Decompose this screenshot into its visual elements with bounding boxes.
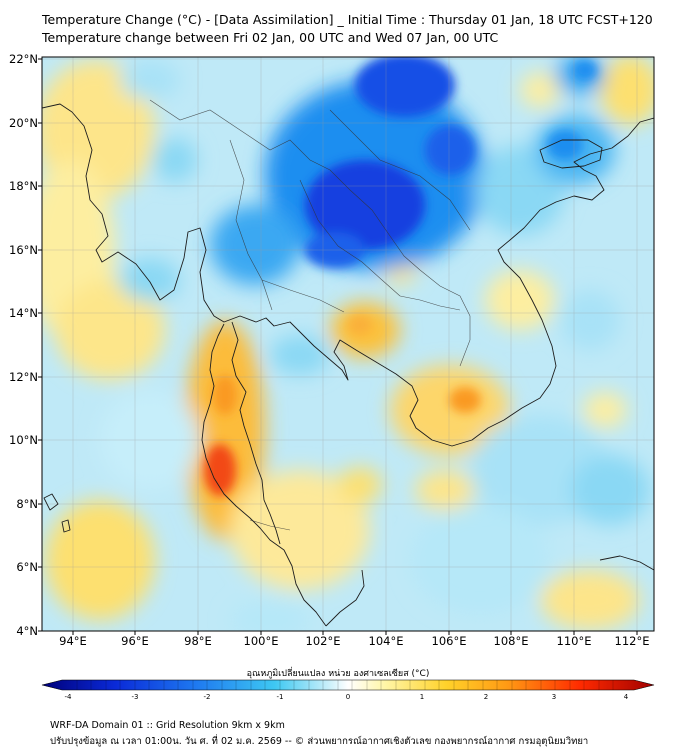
colorbar-tick: -4 bbox=[64, 693, 72, 701]
axis-ticks bbox=[38, 58, 638, 635]
lon-label: 94°E bbox=[59, 634, 87, 648]
lat-label: 14°N bbox=[9, 306, 38, 320]
lat-label: 16°N bbox=[9, 243, 38, 257]
lat-label: 20°N bbox=[9, 116, 38, 130]
lat-label: 8°N bbox=[16, 497, 38, 511]
temperature-field bbox=[42, 57, 654, 631]
colorbar bbox=[41, 679, 655, 691]
colorbar-title: อุณหภูมิเปลี่ยนแปลง หน่วย องศาเซลเซียส (… bbox=[246, 669, 430, 679]
lon-label: 102°E bbox=[305, 634, 341, 648]
model-info: WRF-DA Domain 01 :: Grid Resolution 9km … bbox=[50, 720, 285, 731]
lat-label: 12°N bbox=[9, 370, 38, 384]
lon-label: 96°E bbox=[121, 634, 149, 648]
lon-label: 110°E bbox=[556, 634, 592, 648]
lat-label: 4°N bbox=[16, 624, 38, 638]
lon-label: 106°E bbox=[431, 634, 467, 648]
update-credit: ปรับปรุงข้อมูล ณ เวลา 01:00น. วัน ศ. ที่… bbox=[50, 736, 589, 747]
colorbar-tick: -2 bbox=[203, 693, 211, 701]
colorbar-tick: 2 bbox=[483, 693, 489, 701]
colorbar-tick: 0 bbox=[345, 693, 351, 701]
lat-label: 10°N bbox=[9, 433, 38, 447]
colorbar-tick: 1 bbox=[419, 693, 425, 701]
admin-borders bbox=[149, 99, 471, 531]
lon-label: 104°E bbox=[368, 634, 404, 648]
chart-title: Temperature Change (°C) - [Data Assimila… bbox=[42, 12, 653, 27]
colorbar-tick: 4 bbox=[623, 693, 629, 701]
lon-label: 108°E bbox=[493, 634, 529, 648]
lon-label: 100°E bbox=[243, 634, 279, 648]
colorbar-tick: -1 bbox=[276, 693, 284, 701]
map-frame bbox=[41, 56, 655, 632]
lat-label: 6°N bbox=[16, 560, 38, 574]
coastlines bbox=[42, 103, 654, 627]
lon-label: 112°E bbox=[614, 634, 650, 648]
chart-subtitle: Temperature change between Fri 02 Jan, 0… bbox=[42, 30, 499, 45]
lon-label: 98°E bbox=[184, 634, 212, 648]
lat-label: 22°N bbox=[9, 52, 38, 66]
lat-label: 18°N bbox=[9, 179, 38, 193]
colorbar-tick: 3 bbox=[551, 693, 557, 701]
graticule bbox=[42, 57, 654, 631]
colorbar-tick: -3 bbox=[131, 693, 139, 701]
